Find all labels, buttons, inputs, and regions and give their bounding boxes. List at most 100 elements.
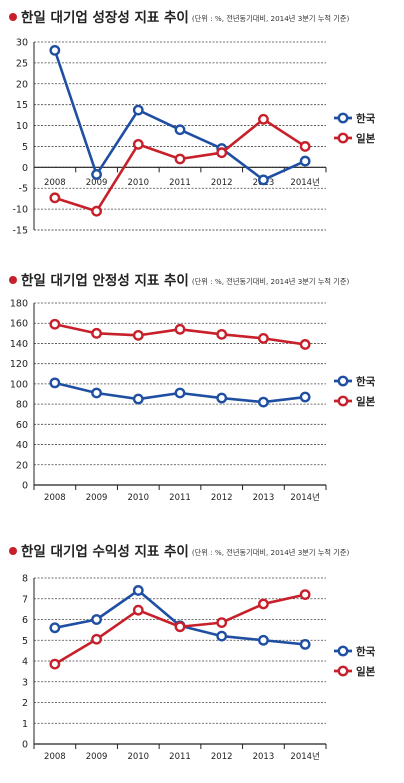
data-point [132,104,144,116]
chart-subtitle: (단위 : %, 전년동기대비, 2014년 3분기 누적 기준) [192,548,350,557]
y-tick-label: 80 [16,400,28,411]
data-point [174,153,186,165]
x-tick-label: 2012 [211,178,233,188]
x-tick-label: 2009 [86,752,108,762]
x-tick-label: 2011 [169,178,191,188]
y-tick-label: 6 [22,615,28,626]
y-tick-label: 30 [16,38,28,49]
y-tick-label: -15 [12,226,28,237]
title-bullet-icon [9,13,17,21]
legend-label: 한국 [356,645,376,658]
data-point [299,141,311,152]
data-point [132,604,144,616]
y-tick-label: 5 [22,636,28,647]
data-point [299,155,311,167]
legend-label: 일본 [356,132,376,145]
data-point [91,387,102,399]
y-tick-label: 3 [22,677,28,688]
title-bullet-icon [9,547,17,555]
data-point [258,634,269,646]
legend-swatch-marker [337,112,349,124]
x-tick-label: 2014년 [290,492,319,503]
data-point [49,44,61,56]
data-point [258,332,269,344]
legend-label: 일본 [356,665,376,678]
y-tick-label: -5 [19,184,28,195]
y-tick-label: 25 [16,58,28,69]
data-point [91,169,102,180]
data-point [216,392,228,404]
chart-2: 한일 대기업 안정성 지표 추이 (단위 : %, 전년동기대비, 2014년 3… [9,272,376,503]
data-point [49,192,61,204]
x-tick-label: 2009 [86,493,108,503]
y-tick-label: 160 [10,319,28,330]
y-tick-label: 120 [10,359,28,370]
data-point [132,393,144,405]
y-tick-label: 0 [22,163,28,174]
data-point [299,339,311,350]
x-tick-label: 2010 [127,178,149,188]
y-tick-label: 20 [16,460,28,471]
x-tick-label: 2008 [44,752,66,762]
data-point [49,318,61,330]
data-point [299,589,311,600]
data-point [258,396,269,408]
data-point [258,113,269,125]
y-tick-label: 60 [16,420,28,431]
data-point [174,323,186,335]
legend-label: 한국 [356,375,376,388]
data-point [216,147,228,159]
data-point [299,639,311,650]
x-tick-label: 2011 [169,493,191,503]
data-point [91,327,102,339]
data-point [174,124,186,136]
y-tick-label: 140 [10,339,28,350]
data-point [132,585,144,596]
y-tick-label: 20 [16,79,28,90]
chart-1: 한일 대기업 성장성 지표 추이 (단위 : %, 전년동기대비, 2014년 3… [9,9,376,237]
data-point [174,387,186,399]
chart-title: 한일 대기업 수익성 지표 추이 [21,543,189,560]
y-tick-label: 180 [10,299,28,310]
x-tick-label: 2013 [253,493,275,503]
y-tick-label: 7 [22,594,28,605]
x-tick-label: 2014년 [290,177,319,188]
x-tick-label: 2010 [127,752,149,762]
legend-label: 한국 [356,112,376,125]
legend-swatch-marker [337,665,349,677]
chart-subtitle: (단위 : %, 전년동기대비, 2014년 3분기 누적 기준) [192,277,350,286]
data-point [216,328,228,340]
chart-subtitle: (단위 : %, 전년동기대비, 2014년 3분기 누적 기준) [192,14,350,23]
x-tick-label: 2009 [86,178,108,188]
y-tick-label: -10 [12,205,28,216]
data-point [91,633,102,645]
y-tick-label: 8 [22,574,28,585]
x-tick-label: 2012 [211,493,233,503]
legend-label: 일본 [356,395,376,408]
y-tick-label: 10 [16,121,28,132]
data-point [299,391,311,403]
x-tick-label: 2010 [127,493,149,503]
y-tick-label: 40 [16,440,28,451]
data-point [258,598,269,610]
y-tick-label: 100 [10,379,28,390]
y-tick-label: 0 [22,740,28,751]
data-point [49,658,61,670]
legend-swatch-marker [337,645,349,657]
chart-title: 한일 대기업 성장성 지표 추이 [21,9,189,26]
y-tick-label: 15 [16,100,28,111]
data-point [174,621,186,633]
y-tick-label: 4 [22,657,28,668]
data-point [49,622,61,634]
chart-title: 한일 대기업 안정성 지표 추이 [21,272,189,289]
legend-swatch-marker [337,395,349,407]
y-tick-label: 1 [22,719,28,730]
y-tick-label: 0 [22,481,28,492]
data-point [132,329,144,341]
x-tick-label: 2013 [253,752,275,762]
x-tick-label: 2008 [44,493,66,503]
data-point [132,138,144,150]
data-point [216,617,228,629]
